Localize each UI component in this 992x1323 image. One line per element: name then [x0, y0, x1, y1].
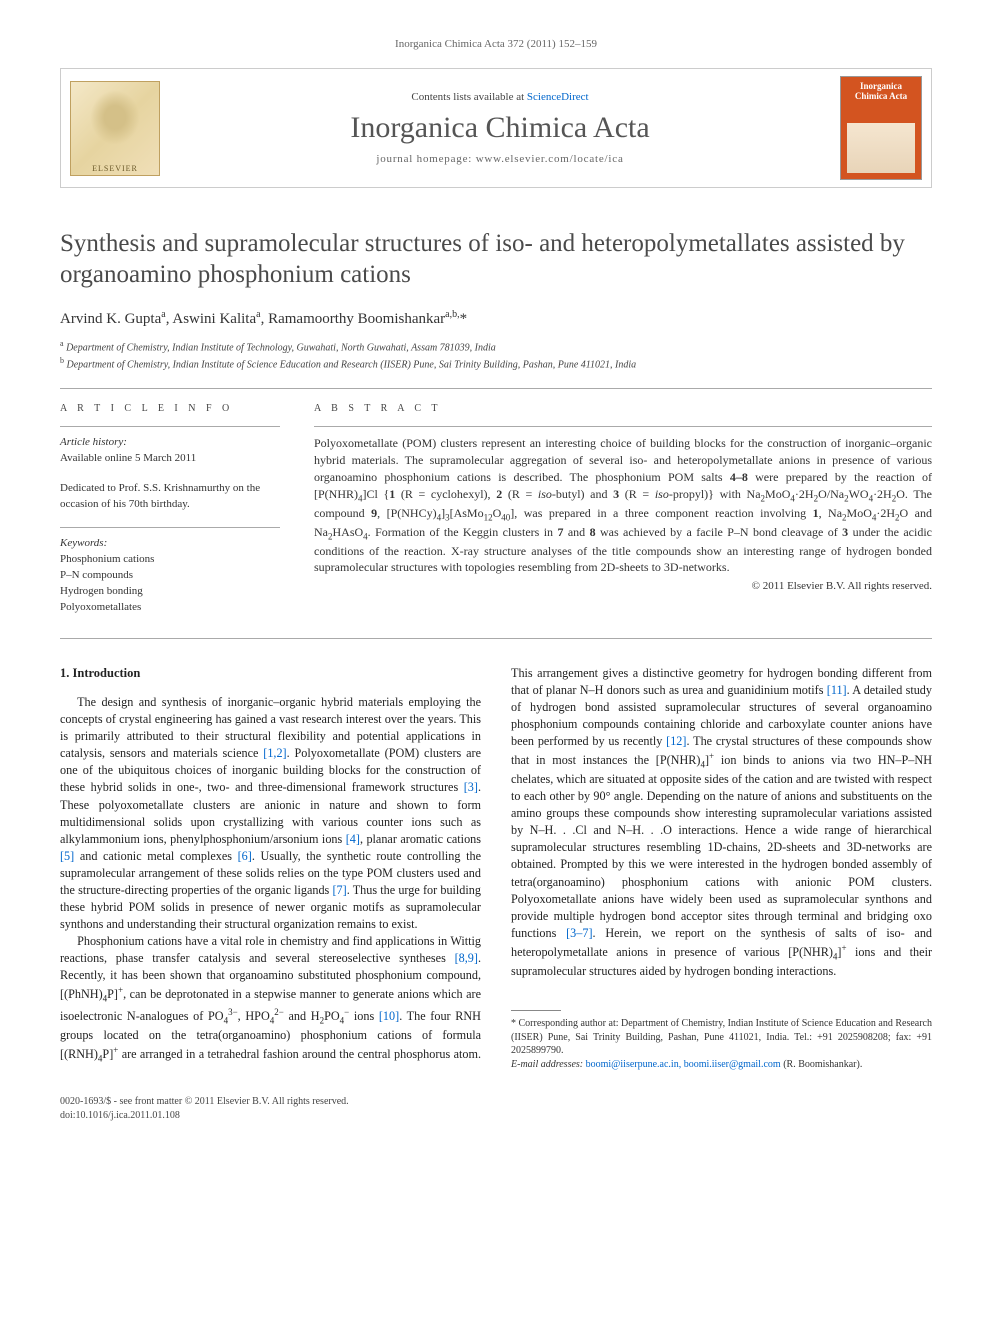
ref-link[interactable]: [10]: [379, 1009, 399, 1023]
abstract-copyright: © 2011 Elsevier B.V. All rights reserved…: [314, 580, 932, 592]
keyword-item: Polyoxometallates: [60, 600, 280, 616]
rule-kw: [60, 527, 280, 528]
keyword-item: Phosphonium cations: [60, 552, 280, 568]
publisher-logo-text: ELSEVIER: [92, 164, 138, 173]
cover-art-icon: [847, 123, 915, 173]
cover-thumb-wrap: Inorganica Chimica Acta: [831, 69, 931, 187]
rule-top: [60, 388, 932, 389]
abstract-text: Polyoxometallate (POM) clusters represen…: [314, 435, 932, 576]
ref-link[interactable]: [7]: [332, 883, 346, 897]
publisher-logo-wrap: ELSEVIER: [61, 69, 169, 187]
journal-banner: ELSEVIER Contents lists available at Sci…: [60, 68, 932, 188]
ref-link[interactable]: [4]: [346, 832, 360, 846]
corresponding-footnote: * Corresponding author at: Department of…: [511, 1017, 932, 1071]
dedication-text: Dedicated to Prof. S.S. Krishnamurthy on…: [60, 481, 280, 513]
ref-link[interactable]: [11]: [827, 683, 847, 697]
homepage-prefix: journal homepage:: [376, 153, 475, 165]
article-info-col: A R T I C L E I N F O Article history: A…: [60, 403, 280, 629]
ref-link[interactable]: [3–7]: [566, 926, 592, 940]
body-columns: 1. Introduction The design and synthesis…: [60, 665, 932, 1071]
body-p1: The design and synthesis of inorganic–or…: [60, 694, 481, 933]
email-suffix: (R. Boomishankar).: [783, 1059, 862, 1070]
contents-prefix: Contents lists available at: [411, 91, 526, 103]
article-title: Synthesis and supramolecular structures …: [60, 228, 932, 291]
keyword-item: P–N compounds: [60, 568, 280, 584]
citation-line: Inorganica Chimica Acta 372 (2011) 152–1…: [60, 38, 932, 50]
abstract-heading: A B S T R A C T: [314, 403, 932, 414]
keyword-item: Hydrogen bonding: [60, 584, 280, 600]
journal-name: Inorganica Chimica Acta: [350, 111, 649, 145]
abstract-col: A B S T R A C T Polyoxometallate (POM) c…: [314, 403, 932, 629]
journal-homepage: journal homepage: www.elsevier.com/locat…: [376, 153, 623, 165]
history-text: Available online 5 March 2011: [60, 451, 280, 467]
ref-link[interactable]: [6]: [238, 849, 252, 863]
cover-title: Inorganica Chimica Acta: [855, 82, 907, 102]
affiliation-b: b Department of Chemistry, Indian Instit…: [60, 355, 932, 372]
ref-link[interactable]: [3]: [464, 780, 478, 794]
ref-link[interactable]: [8,9]: [455, 951, 478, 965]
banner-center: Contents lists available at ScienceDirec…: [169, 69, 831, 187]
corresp-text: * Corresponding author at: Department of…: [511, 1017, 932, 1058]
ref-link[interactable]: [12]: [666, 734, 686, 748]
footer-copyright: 0020-1693/$ - see front matter © 2011 El…: [60, 1095, 932, 1109]
footnote-rule: [511, 1010, 561, 1011]
contents-available: Contents lists available at ScienceDirec…: [411, 91, 588, 103]
affiliation-a: a Department of Chemistry, Indian Instit…: [60, 338, 932, 355]
history-label: Article history:: [60, 435, 280, 451]
journal-cover-thumb[interactable]: Inorganica Chimica Acta: [840, 76, 922, 180]
section-1-title: 1. Introduction: [60, 665, 481, 683]
keywords-label: Keywords:: [60, 536, 280, 552]
email-links[interactable]: boomi@iiserpune.ac.in, boomi.iiser@gmail…: [586, 1059, 781, 1070]
rule-info: [60, 426, 280, 427]
rule-bottom: [60, 638, 932, 639]
rule-abs: [314, 426, 932, 427]
elsevier-logo[interactable]: ELSEVIER: [70, 81, 160, 176]
ref-link[interactable]: [5]: [60, 849, 74, 863]
article-info-heading: A R T I C L E I N F O: [60, 403, 280, 414]
homepage-url[interactable]: www.elsevier.com/locate/ica: [476, 153, 624, 165]
page-footer: 0020-1693/$ - see front matter © 2011 El…: [60, 1095, 932, 1122]
ref-link[interactable]: [1,2]: [263, 746, 286, 760]
email-label: E-mail addresses:: [511, 1059, 583, 1070]
author-list: Arvind K. Guptaa, Aswini Kalitaa, Ramamo…: [60, 309, 932, 328]
sciencedirect-link[interactable]: ScienceDirect: [527, 91, 589, 103]
footer-doi: doi:10.1016/j.ica.2011.01.108: [60, 1109, 932, 1123]
